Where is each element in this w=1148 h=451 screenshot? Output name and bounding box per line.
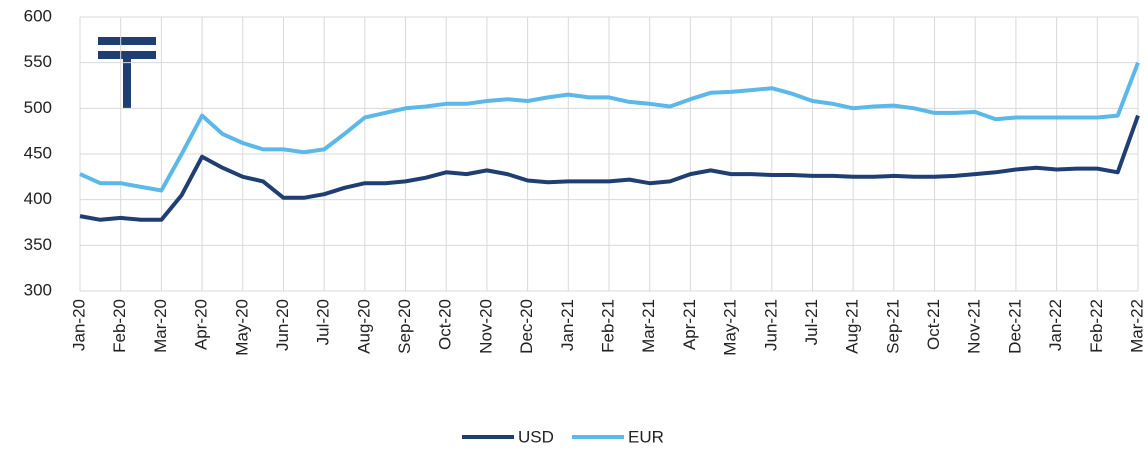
x-tick-label: Jul-21 <box>802 299 821 345</box>
y-tick-label: 550 <box>24 52 52 71</box>
x-tick-label: Oct-21 <box>924 299 943 350</box>
y-tick-label: 400 <box>24 189 52 208</box>
x-tick-label: Dec-21 <box>1005 299 1024 354</box>
legend-label: EUR <box>628 427 664 446</box>
x-tick-label: Jun-21 <box>761 299 780 351</box>
series-line <box>79 114 1140 222</box>
x-tick-label: Jan-20 <box>69 299 88 351</box>
series-line <box>79 61 1140 193</box>
x-tick-label: Nov-21 <box>965 299 984 354</box>
x-tick-label: Jan-22 <box>1046 299 1065 351</box>
x-tick-label: Jan-21 <box>558 299 577 351</box>
grid <box>79 16 1139 292</box>
x-tick-label: Feb-22 <box>1087 299 1106 353</box>
y-tick-label: 600 <box>24 6 52 25</box>
x-tick-label: Apr-20 <box>192 299 211 350</box>
y-tick-label: 500 <box>24 98 52 117</box>
x-tick-label: Aug-20 <box>354 299 373 354</box>
x-tick-label: Mar-21 <box>639 299 658 353</box>
legend-label: USD <box>518 427 554 446</box>
x-tick-label: Apr-21 <box>680 299 699 350</box>
y-tick-label: 350 <box>24 235 52 254</box>
legend-item: USD <box>462 427 554 446</box>
x-tick-label: Mar-20 <box>151 299 170 353</box>
x-tick-label: Nov-20 <box>476 299 495 354</box>
legend-item: EUR <box>572 427 664 446</box>
x-tick-label: Aug-21 <box>843 299 862 354</box>
x-tick-label: May-20 <box>232 299 251 356</box>
x-tick-label: Feb-21 <box>598 299 617 353</box>
y-tick-label: 300 <box>24 280 52 299</box>
y-tick-label: 450 <box>24 143 52 162</box>
x-tick-label: May-21 <box>721 299 740 356</box>
x-tick-label: Dec-20 <box>517 299 536 354</box>
x-tick-label: Feb-20 <box>110 299 129 353</box>
x-tick-label: Jul-20 <box>314 299 333 345</box>
x-tick-label: Sep-20 <box>395 299 414 354</box>
x-tick-label: Mar-22 <box>1127 299 1146 353</box>
x-tick-label: Sep-21 <box>883 299 902 354</box>
x-tick-label: Oct-20 <box>436 299 455 350</box>
x-tick-label: Jun-20 <box>273 299 292 351</box>
tenge-logo <box>98 37 156 108</box>
